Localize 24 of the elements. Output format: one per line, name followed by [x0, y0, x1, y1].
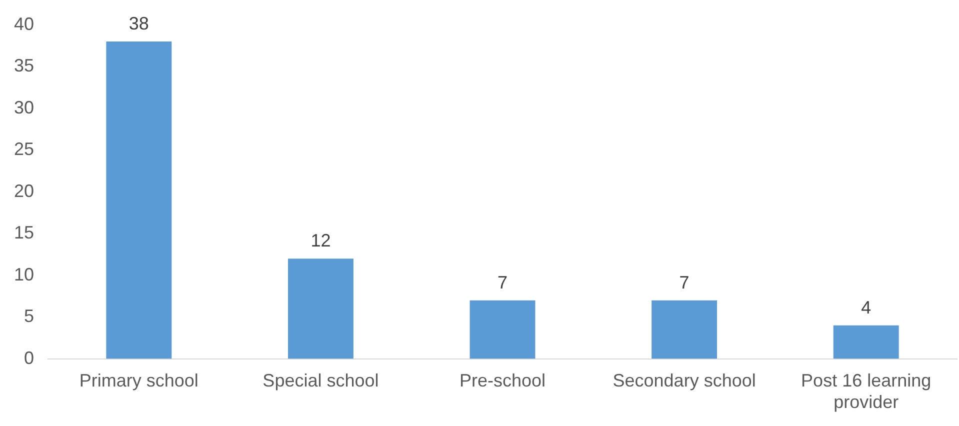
- data-label: 7: [498, 272, 508, 292]
- x-tick-label: Secondary school: [612, 370, 756, 391]
- x-tick-label: Special school: [262, 370, 379, 391]
- bar: [288, 258, 354, 359]
- y-tick-label: 20: [14, 180, 34, 201]
- bar: [652, 300, 718, 359]
- y-tick-label: 35: [14, 56, 34, 76]
- data-label: 38: [128, 13, 149, 34]
- bar: [833, 325, 899, 359]
- y-tick-label: 25: [14, 139, 34, 160]
- data-label: 12: [310, 230, 331, 251]
- y-tick-label: 0: [24, 348, 34, 368]
- x-tick-label: Primary school: [79, 370, 198, 391]
- x-tick-label: Post 16 learning provider: [801, 370, 932, 412]
- x-tick-label: Pre-school: [459, 370, 546, 391]
- data-label: 4: [861, 297, 872, 318]
- y-tick-label: 30: [14, 97, 34, 118]
- y-tick-label: 10: [14, 264, 34, 284]
- y-tick-label: 5: [24, 306, 34, 326]
- bar: [106, 42, 172, 359]
- data-label: 7: [679, 272, 690, 292]
- bar: [470, 300, 536, 359]
- y-tick-label: 15: [14, 222, 34, 243]
- y-tick-label: 40: [14, 14, 34, 34]
